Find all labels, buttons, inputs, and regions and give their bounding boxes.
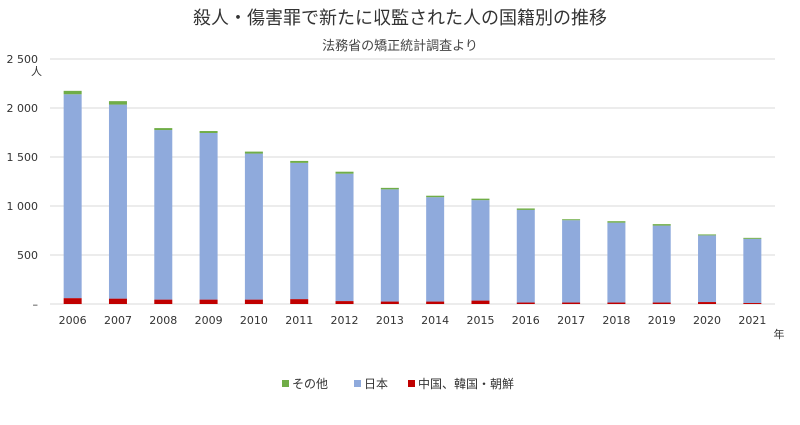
x-tick-label: 2013 (376, 314, 404, 327)
x-tick-label: 2014 (421, 314, 449, 327)
bar-segment-2-2017 (562, 219, 581, 221)
bar-segment-2-2016 (516, 208, 535, 210)
bar-segment-0-2007 (108, 298, 127, 304)
y-tick-label: 2 500 (7, 53, 39, 66)
bar-segment-0-2009 (199, 299, 218, 304)
x-tick-label: 2007 (104, 314, 132, 327)
bar-segment-1-2007 (108, 104, 127, 299)
bars (63, 90, 762, 304)
x-tick-label: 2008 (149, 314, 177, 327)
bar-segment-2-2009 (199, 131, 218, 133)
x-axis-unit: 年 (774, 327, 785, 341)
bar-segment-2-2008 (154, 128, 173, 131)
bar-segment-1-2009 (199, 132, 218, 300)
legend-swatch (282, 380, 289, 387)
bar-segment-1-2013 (380, 189, 399, 302)
bar-segment-1-2019 (652, 225, 671, 303)
bar-segment-0-2021 (743, 303, 762, 304)
bar-segment-0-2018 (607, 302, 626, 304)
x-axis-ticks: 2006 2007 2008 2009 2010 2011 2012 2013 2014 2015… (59, 314, 767, 327)
bar-segment-2-2012 (335, 171, 354, 174)
y-axis-unit: 人 (31, 65, 42, 78)
bar-segment-2-2021 (743, 237, 762, 239)
bar-segment-1-2006 (63, 94, 82, 299)
bar-segment-1-2020 (698, 235, 717, 303)
bar-segment-0-2016 (516, 302, 535, 304)
legend-label: その他 (292, 377, 328, 391)
x-tick-label: 2015 (466, 314, 494, 327)
y-tick-label: – (33, 298, 39, 311)
legend-swatch (408, 380, 415, 387)
bar-segment-1-2018 (607, 222, 626, 303)
bar-segment-2-2015 (471, 198, 490, 201)
bar-segment-1-2012 (335, 173, 354, 302)
bar-segment-2-2019 (652, 224, 671, 226)
bar-segment-0-2013 (380, 301, 399, 304)
bar-segment-1-2016 (516, 209, 535, 303)
x-tick-label: 2021 (738, 314, 766, 327)
bar-segment-0-2010 (244, 299, 263, 304)
x-tick-label: 2010 (240, 314, 268, 327)
bar-segment-2-2018 (607, 221, 626, 223)
bar-segment-1-2014 (426, 197, 445, 302)
bar-segment-2-2006 (63, 90, 82, 95)
bar-segment-1-2008 (154, 130, 173, 300)
y-axis-ticks: – 500 1 000 1 500 2 000 2 500 (7, 53, 39, 311)
bar-segment-0-2020 (698, 302, 717, 304)
chart-title: 殺人・傷害罪で新たに収監された人の国籍別の推移 (193, 8, 607, 29)
bar-segment-0-2019 (652, 302, 671, 304)
bar-segment-2-2013 (380, 187, 399, 190)
bar-segment-0-2011 (290, 299, 309, 304)
legend-swatch (354, 380, 361, 387)
x-tick-label: 2009 (195, 314, 223, 327)
bar-segment-2-2010 (244, 151, 263, 154)
bar-segment-2-2020 (698, 234, 717, 236)
bar-segment-1-2011 (290, 162, 309, 300)
x-tick-label: 2006 (59, 314, 87, 327)
bar-segment-2-2014 (426, 195, 445, 198)
bar-segment-0-2014 (426, 301, 445, 304)
x-tick-label: 2017 (557, 314, 585, 327)
legend-label: 日本 (364, 377, 388, 391)
y-tick-label: 1 000 (7, 200, 39, 213)
x-tick-label: 2019 (648, 314, 676, 327)
x-tick-label: 2012 (331, 314, 359, 327)
bar-segment-2-2007 (108, 101, 127, 105)
y-tick-label: 2 000 (7, 102, 39, 115)
legend: その他 日本 中国、韓国・朝鮮 (282, 376, 514, 391)
bar-segment-0-2012 (335, 301, 354, 304)
y-tick-label: 500 (17, 249, 38, 262)
bar-segment-0-2008 (154, 299, 173, 304)
bar-segment-1-2015 (471, 200, 490, 301)
x-tick-label: 2016 (512, 314, 540, 327)
bar-segment-1-2021 (743, 238, 762, 304)
legend-label: 中国、韓国・朝鮮 (418, 376, 514, 391)
bar-segment-1-2010 (244, 153, 263, 300)
bar-segment-2-2011 (290, 160, 309, 163)
x-tick-label: 2020 (693, 314, 721, 327)
x-tick-label: 2011 (285, 314, 313, 327)
bar-segment-0-2015 (471, 300, 490, 304)
bar-segment-0-2017 (562, 302, 581, 304)
bar-segment-1-2017 (562, 220, 581, 303)
y-tick-label: 1 500 (7, 151, 39, 164)
x-tick-label: 2018 (602, 314, 630, 327)
chart-subtitle: 法務省の矯正統計調査より (322, 38, 478, 54)
bar-segment-0-2006 (63, 298, 82, 304)
